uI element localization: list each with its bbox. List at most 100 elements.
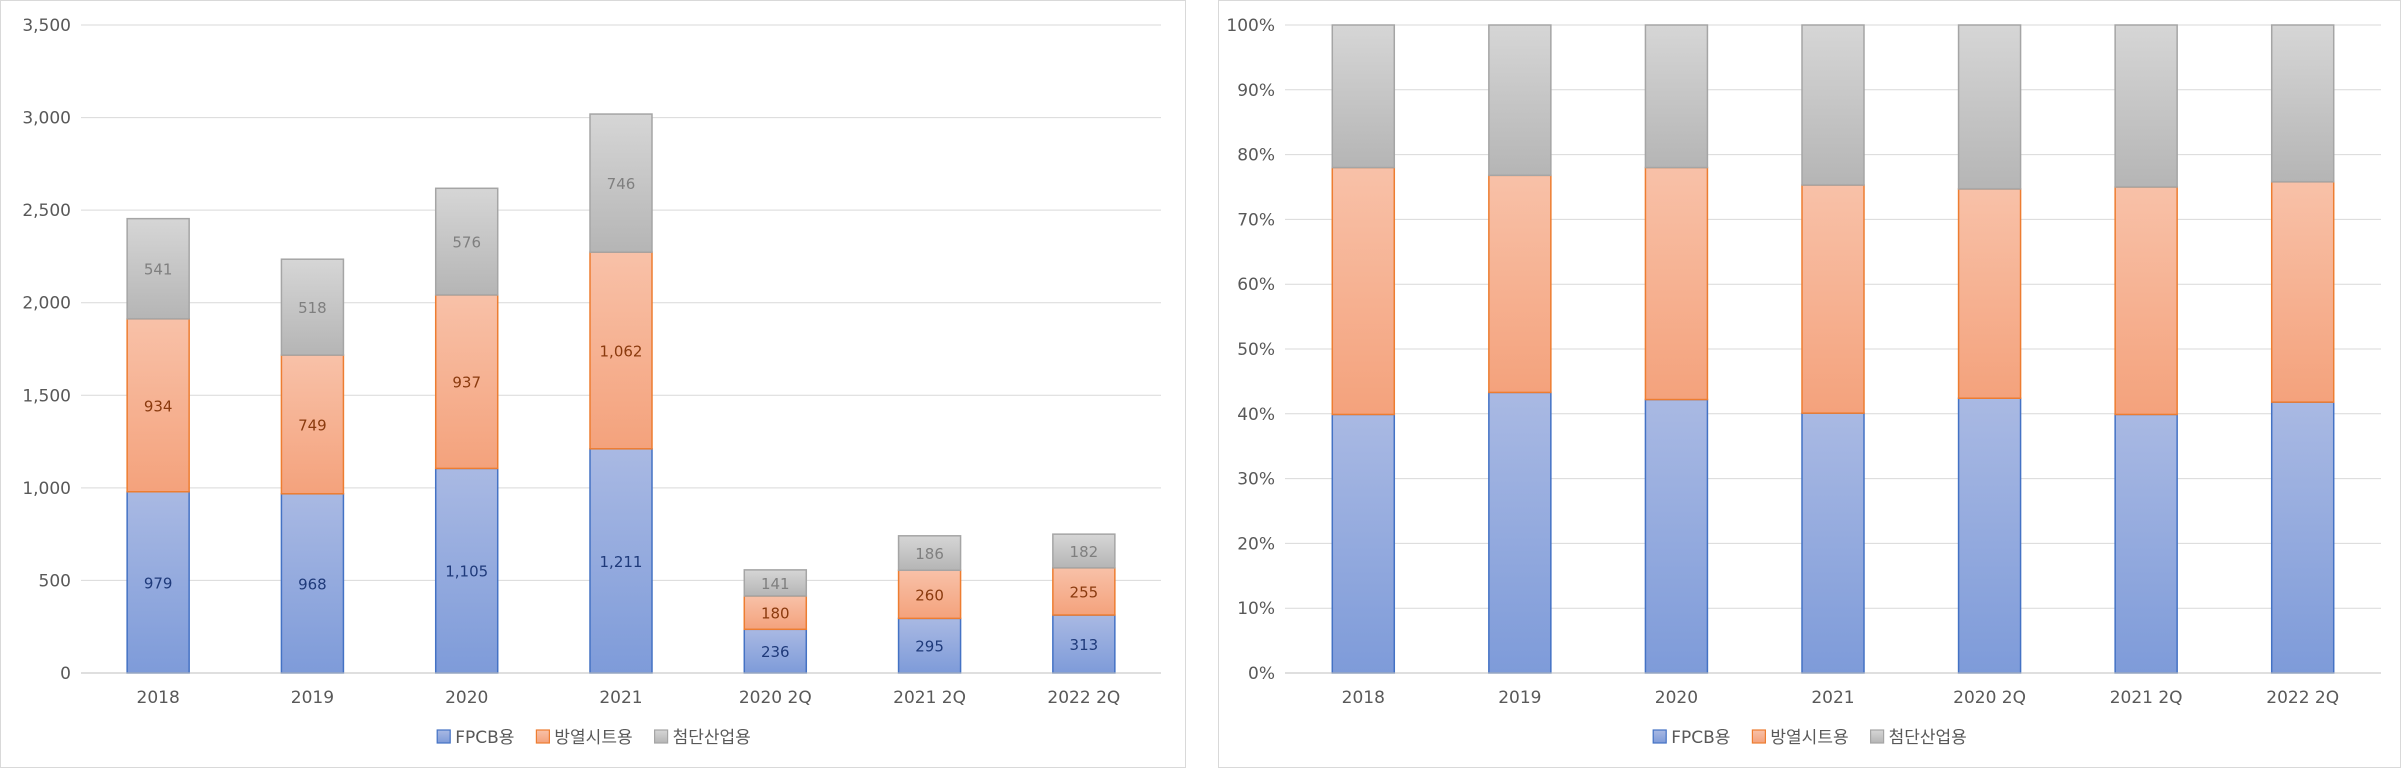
bar-segment [1644,166,1709,401]
data-label: 186 [915,545,944,563]
y-tick-label: 1,500 [22,386,71,406]
x-tick-label: 2020 [1655,688,1698,708]
x-tick-label: 2021 2Q [2110,688,2183,708]
x-tick-label: 2020 2Q [1953,688,2026,708]
x-tick-label: 2020 [445,688,488,708]
y-tick-label: 70% [1237,210,1275,230]
x-tick-label: 2022 2Q [2266,688,2339,708]
bar-segment [1801,184,1865,414]
y-tick-label: 0% [1248,664,1275,684]
data-label: 934 [144,397,173,415]
bar-segment [2114,186,2178,416]
legend-swatch [1751,729,1766,744]
bar-segment [1052,614,1116,674]
bar-segment [126,490,190,674]
y-tick-label: 10% [1237,599,1275,619]
bar-segment [589,113,653,253]
data-label: 979 [144,574,173,592]
bar-segment [1957,24,2022,190]
y-tick-label: 1,000 [22,479,71,499]
data-label: 968 [298,575,327,593]
y-tick-label: 100% [1226,16,1275,36]
data-label: 937 [452,374,481,392]
legend-swatch [1870,729,1885,744]
legend-swatch [535,729,550,744]
percent-stacked-bar-chart: 0% 10% 20% 30% 40% 50% 60% 70% 80% 90% 100% 2018 201… [1226,16,2381,748]
y-tick-label: 500 [39,571,71,591]
bar-segment [897,535,962,571]
data-label: 518 [298,299,327,317]
bar-segment [1052,533,1116,569]
x-tick-label: 2019 [1498,688,1541,708]
legend-label: FPCB용 [455,728,514,748]
data-label: 236 [761,643,790,661]
bar-segment [1331,166,1396,416]
bar-segment [2270,401,2335,674]
bar-segment [897,569,962,620]
left-chart-panel: 0 500 1,000 1,500 2,000 2,500 3,000 3,500 979 934… [0,0,1186,768]
bar-segment [1801,412,1865,674]
bar-segment [126,217,190,320]
bar-segment [1644,398,1709,674]
data-label: 1,105 [445,563,488,581]
bar-segment [2270,24,2335,183]
data-label: 749 [298,416,327,434]
bar-segment [1957,188,2022,399]
data-label: 1,062 [600,342,643,360]
bar-segment [434,294,499,470]
x-tick-label: 2021 2Q [893,688,966,708]
data-label: 260 [915,586,944,604]
x-tick-label: 2018 [137,688,180,708]
y-tick-label: 3,500 [22,16,71,36]
y-tick-label: 40% [1237,405,1275,425]
stacked-bar-chart: 0 500 1,000 1,500 2,000 2,500 3,000 3,500 979 934… [22,16,1161,748]
data-label: 141 [761,575,790,593]
bar-segment [589,448,653,674]
x-tick-label: 2021 [1811,688,1854,708]
data-label: 1,211 [600,553,643,571]
y-tick-label: 80% [1237,146,1275,166]
legend-label: 방열시트용 [554,728,632,748]
y-tick-label: 60% [1237,275,1275,295]
bar-segment [1801,24,1865,186]
bar-segment [280,258,345,356]
x-tick-label: 2022 2Q [1047,688,1120,708]
y-tick-label: 30% [1237,470,1275,490]
data-label: 182 [1070,543,1099,561]
x-tick-label: 2020 2Q [739,688,812,708]
legend-swatch [654,729,669,744]
legend-label: 첨단산업용 [673,728,751,748]
bar-segment [2114,413,2178,674]
legend-label: FPCB용 [1671,728,1730,748]
data-label: 313 [1070,636,1099,654]
bar-segment [1957,397,2022,674]
bar-segment [434,187,499,296]
legend: FPCB용 방열시트용 첨단산업용 [1652,728,1967,748]
legend-swatch [436,729,451,744]
data-label: 295 [915,638,944,656]
bar-segment [1488,391,1552,674]
legend: FPCB용 방열시트용 첨단산업용 [436,728,751,748]
bar-segment [589,251,653,450]
bar-segment [1488,174,1552,394]
y-tick-label: 0 [60,664,71,684]
data-label: 541 [144,261,173,279]
y-tick-label: 3,000 [22,109,71,129]
bar-segment [1331,413,1396,674]
data-label: 746 [607,175,636,193]
data-label: 576 [452,234,481,252]
data-label: 255 [1070,583,1099,601]
legend-label: 방열시트용 [1770,728,1848,748]
y-tick-label: 20% [1237,534,1275,554]
right-chart-panel: 0% 10% 20% 30% 40% 50% 60% 70% 80% 90% 100% 2018 201… [1218,0,2401,768]
y-tick-label: 50% [1237,340,1275,360]
bar-segment [1331,24,1396,169]
legend-swatch [1652,729,1667,744]
bar-segment [1488,24,1552,177]
bar-segment [2270,181,2335,403]
bar-segment [126,318,190,493]
bar-segment [280,493,345,674]
y-tick-label: 90% [1237,81,1275,101]
x-tick-label: 2018 [1342,688,1385,708]
x-tick-label: 2021 [599,688,642,708]
